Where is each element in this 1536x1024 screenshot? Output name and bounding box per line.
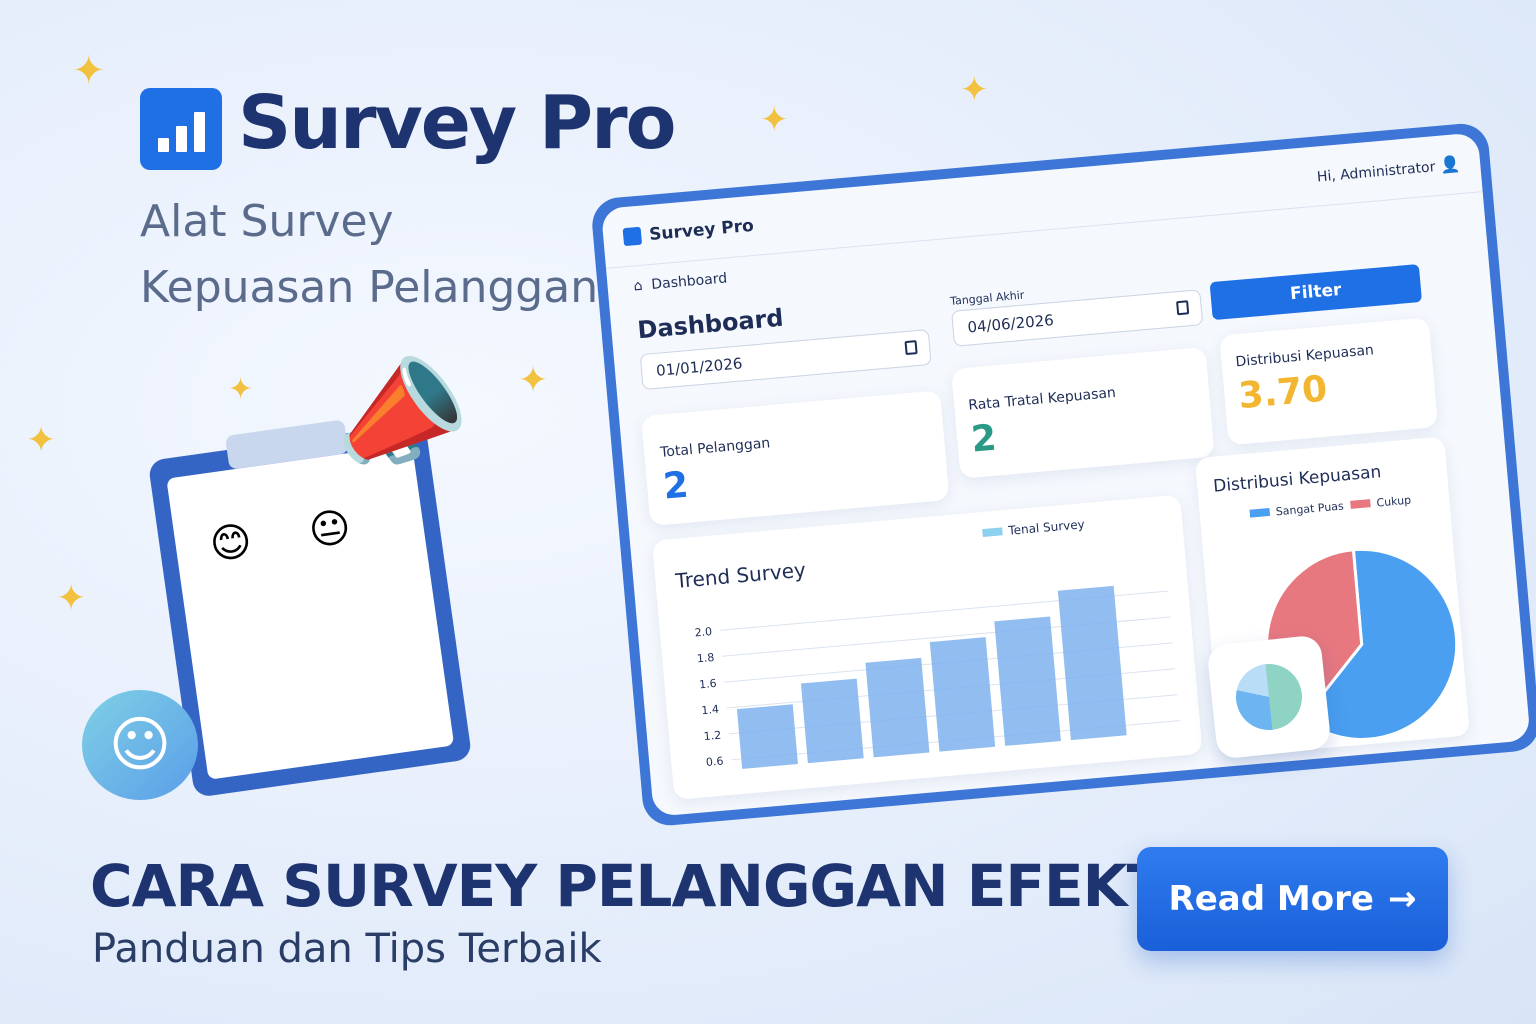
smiley-icon: 😊 [206, 517, 255, 570]
y-tick-label: 1.2 [703, 729, 722, 743]
arrow-right-icon: → [1387, 879, 1417, 919]
brand-subtitle: Kepuasan Pelanggan [140, 262, 599, 313]
y-tick-label: 1.8 [696, 651, 715, 665]
pie-chart-app-icon [1206, 634, 1332, 760]
bar [1057, 585, 1127, 741]
brand-name: Survey Pro [238, 80, 676, 166]
user-greeting[interactable]: Hi, Administrator [1316, 159, 1437, 186]
bar [865, 657, 930, 758]
neutral-face-icon: 😐 [305, 503, 354, 556]
laptop-dashboard: Survey Pro Hi, Administrator 👤 ⌂ Dashboa… [590, 121, 1536, 828]
sparkle-icon: ✦ [228, 372, 254, 407]
brand-subtitle: Alat Survey [140, 196, 394, 247]
calendar-icon [904, 340, 918, 356]
tagline: Panduan dan Tips Terbaik [92, 926, 602, 972]
y-tick-label: 1.6 [699, 677, 718, 691]
sparkle-icon: ✦ [26, 420, 57, 461]
y-tick-label: 1.4 [701, 703, 720, 717]
sparkle-icon: ✦ [760, 100, 789, 140]
y-tick-label: 2.0 [694, 625, 713, 639]
read-more-button[interactable]: Read More → [1137, 847, 1448, 951]
sparkle-icon: ✦ [518, 360, 549, 401]
breadcrumb[interactable]: Dashboard [650, 270, 728, 293]
bar [800, 678, 864, 764]
stat-card-average: Rata Tratal Kepuasan 2 [951, 346, 1215, 479]
page-title: Dashboard [636, 303, 785, 345]
y-tick-label: 0.6 [705, 755, 724, 769]
sparkle-icon: ✦ [960, 70, 989, 110]
filter-button[interactable]: Filter [1209, 264, 1423, 321]
headline: CARA SURVEY PELANGGAN EFEKTIF [90, 852, 1225, 920]
bar [929, 637, 996, 752]
trend-chart-card: Trend Survey Tenal Survey 0.6 1.2 1.4 1.6 1.… [651, 494, 1203, 800]
brand-logo-icon [140, 88, 222, 170]
bar [994, 616, 1061, 746]
bar [736, 704, 798, 769]
app-name: Survey Pro [648, 215, 755, 245]
app-logo-icon [622, 226, 643, 247]
stat-card-distribution: Distribusi Kepuasan 3.70 [1219, 317, 1439, 446]
pie-slice [1300, 547, 1459, 741]
happy-face-icon: ☺ [82, 690, 198, 800]
sparkle-icon: ✦ [72, 48, 106, 94]
stat-card-total: Total Pelanggan 2 [641, 390, 950, 526]
home-icon[interactable]: ⌂ [633, 277, 644, 295]
calendar-icon [1176, 300, 1190, 316]
sparkle-icon: ✦ [56, 578, 87, 619]
user-icon[interactable]: 👤 [1439, 154, 1461, 175]
trend-bar-chart: 0.6 1.2 1.4 1.6 1.8 2.0 [694, 585, 1180, 769]
